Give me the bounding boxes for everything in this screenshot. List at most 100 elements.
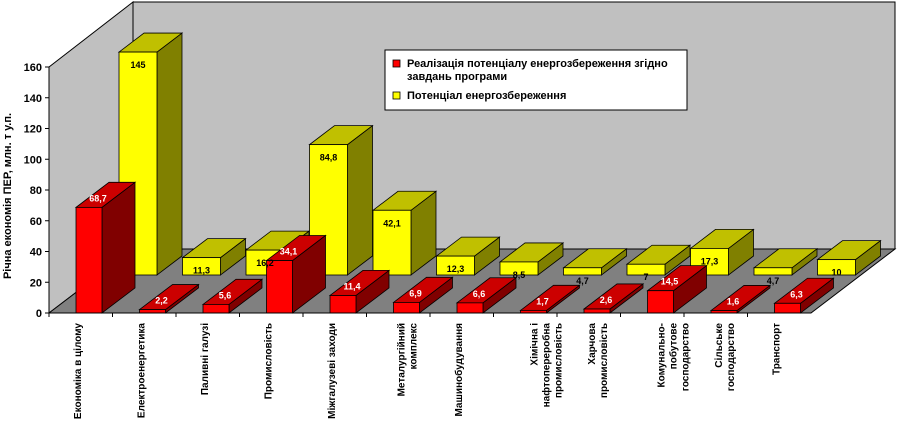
data-label-potential: 7	[643, 272, 648, 282]
bar-realization-front	[456, 302, 484, 314]
bar-realization	[74, 181, 137, 314]
bar-realization	[201, 278, 264, 314]
bar-potential-front	[626, 263, 666, 276]
data-label-realization: 1,7	[536, 296, 549, 306]
x-tick-label-line: господарство	[726, 323, 737, 391]
bar-potential-side	[156, 32, 183, 276]
x-tick-label-line: Економіка в цілому	[73, 323, 84, 420]
bar-potential	[435, 236, 501, 276]
data-label-realization: 34,1	[280, 247, 298, 257]
bar-realization	[709, 284, 772, 314]
y-tick-label: 20	[30, 277, 42, 289]
y-tick-label: 80	[30, 185, 42, 197]
bar-realization-front	[266, 260, 293, 314]
bar-potential	[625, 244, 692, 276]
data-label-realization: 11,4	[343, 281, 360, 291]
bar-realization	[773, 277, 835, 314]
data-label-realization: 68,7	[89, 193, 107, 203]
y-tick-label: 0	[36, 308, 42, 320]
data-label-potential: 4,7	[767, 276, 780, 286]
x-tick-label: Харчовапромисловість	[587, 323, 610, 399]
x-tick-label: Транспорт	[771, 323, 782, 375]
bars: 145 68,7 11,3 2,2 16,2 5,6 84,8 34,1 42,1 11,4 12,…	[74, 32, 882, 314]
legend-label-potential: Потенціал енергозбереження	[407, 90, 566, 102]
data-label-potential: 145	[130, 60, 145, 70]
data-label-potential: 11,3	[193, 266, 210, 276]
x-tick-label: Машинобудування	[453, 323, 465, 417]
data-label-potential: 42,1	[383, 218, 401, 228]
x-tick-label: Металургійнийкомплекс	[396, 323, 419, 397]
y-tick-label: 40	[30, 247, 42, 259]
legend-label-realization: Реалізація потенціалу енергозбереження з…	[407, 58, 668, 83]
bar-realization	[265, 234, 327, 314]
data-label-potential: 4,7	[576, 276, 589, 286]
bar-realization-front	[329, 295, 357, 314]
back-wall	[132, 1, 896, 250]
bar-realization	[519, 284, 581, 314]
x-tick-label-line: промисловість	[553, 323, 564, 398]
x-tick-label-line: Комунально-	[656, 323, 667, 388]
y-tick-label: 140	[24, 93, 42, 105]
data-label-realization: 14,5	[661, 277, 679, 287]
legend-label-line: Реалізація потенціалу енергозбереження з…	[407, 58, 668, 70]
bar-potential-front	[499, 261, 539, 276]
legend-swatch-potential	[392, 91, 401, 100]
x-tick-label-line: Міжгалузеві заходи	[327, 323, 338, 419]
y-tick-label: 160	[24, 62, 42, 74]
bar-realization-front	[202, 303, 230, 314]
bar-realization-front	[774, 302, 801, 314]
bar-potential	[181, 237, 247, 276]
data-label-realization: 2,2	[155, 296, 168, 306]
bar-potential-front	[436, 255, 475, 276]
data-label-potential: 16,2	[256, 258, 274, 268]
x-tick-label-line: Харчова	[587, 323, 598, 365]
data-label-potential: 84,8	[320, 153, 338, 163]
x-tick-label: Сільськегосподарство	[714, 323, 737, 392]
y-axis: 0 20 40 60 80 100 120 140 160	[24, 62, 50, 320]
x-tick-label-line: промисловість	[599, 323, 610, 398]
data-label-potential: 17,3	[701, 256, 719, 266]
data-label-realization: 6,6	[473, 289, 486, 299]
data-label-realization: 6,3	[790, 289, 803, 299]
bar-realization	[646, 264, 708, 314]
bar-realization-front	[75, 206, 103, 314]
x-tick-label: Паливні галузі	[200, 323, 211, 395]
bar-potential	[752, 247, 819, 276]
x-tick-label: Міжгалузеві заходи	[327, 323, 338, 419]
x-tick-label-line: Електроенергетика	[136, 323, 147, 418]
bar-potential-front	[753, 267, 793, 276]
legend: Реалізація потенціалу енергозбереження з…	[384, 49, 688, 111]
x-tick-label-line: Промисловість	[263, 323, 274, 399]
data-label-realization: 5,6	[219, 290, 232, 300]
x-tick-label-line: нафтопереробна	[540, 323, 552, 408]
y-tick-label: 120	[24, 124, 42, 136]
bar-realization	[582, 283, 645, 314]
bar-realization	[138, 283, 200, 314]
x-tick-label-line: Транспорт	[771, 323, 782, 375]
bar-potential	[562, 247, 628, 276]
x-tick-label: Промисловість	[263, 323, 274, 399]
y-tick-label: 60	[30, 216, 42, 228]
x-tick-label-line: Сільське	[714, 323, 725, 368]
x-tick-label-line: Металургійний	[396, 323, 407, 396]
x-axis: Економіка в цілому Електроенергетика Палив…	[48, 312, 811, 420]
bar-realization-front	[583, 308, 611, 314]
bar-potential-side	[347, 124, 373, 276]
x-tick-label-line: господарство	[680, 323, 691, 391]
bar-realization-front	[139, 309, 166, 314]
bar-potential-front	[563, 267, 602, 276]
x-tick-label-line: Паливні галузі	[200, 323, 211, 395]
x-tick-label: Економіка в цілому	[73, 323, 84, 420]
bar-potential-front	[182, 257, 221, 276]
bar-potential	[371, 190, 438, 276]
bar-realization-front	[393, 301, 420, 314]
data-label-potential: 8,5	[513, 270, 526, 280]
data-label-realization: 1,6	[727, 297, 740, 307]
legend-box	[384, 49, 688, 111]
bar-potential-front	[372, 209, 412, 276]
legend-swatch-realization	[392, 59, 401, 68]
data-label-realization: 6,9	[409, 288, 422, 298]
bar-potential-front	[817, 259, 856, 276]
bar-realization	[392, 276, 454, 314]
